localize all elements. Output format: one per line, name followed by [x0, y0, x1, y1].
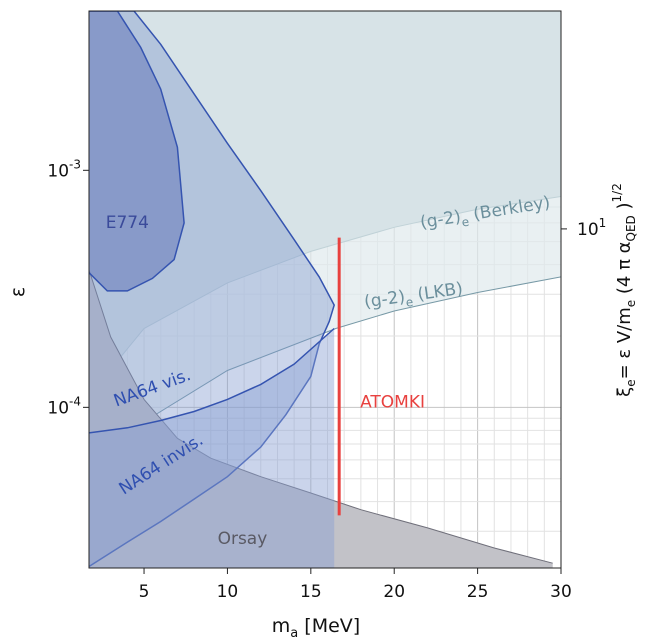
x-ticks: 5 10 15 20 25 30: [139, 568, 572, 602]
y2-ticks: 101 102: [561, 0, 606, 240]
region-edge-orsay: [89, 269, 553, 564]
x-tick-label: 25: [467, 582, 489, 602]
x-tick-label: 20: [383, 582, 405, 602]
x-tick-label: 10: [217, 582, 239, 602]
label-atomki: ATOMKI: [360, 392, 425, 412]
x-tick-label: 15: [300, 582, 322, 602]
exclusion-regions: [89, 11, 561, 568]
region-orsay: [89, 269, 553, 568]
x-tick-label: 5: [139, 582, 150, 602]
y-tick-label: 10-3: [47, 157, 81, 181]
region-edge-na64-invis: [89, 11, 336, 568]
y-tick-label: 10-4: [47, 394, 81, 418]
y-ticks: 10-3 10-4: [47, 157, 89, 418]
x-axis-label: ma [MeV]: [272, 615, 360, 639]
region-edge-na64-vis: [89, 327, 335, 434]
y2-axis-label: ξe= ε V/me (4 π αQED )1/2: [610, 183, 638, 397]
label-e774: E774: [106, 213, 149, 233]
y-axis-label: ε: [7, 287, 29, 297]
x-tick-label: 30: [550, 582, 572, 602]
region-na64-vis: [89, 328, 335, 568]
plot-frame: [88, 10, 562, 569]
region-edge-e774: [89, 11, 185, 292]
label-orsay: Orsay: [218, 529, 268, 549]
y2-tick-label: 101: [577, 216, 606, 240]
y2-tick-label: 102: [577, 0, 606, 3]
region-e774: [89, 11, 185, 291]
region-g-2-e-lkb: [89, 11, 561, 488]
